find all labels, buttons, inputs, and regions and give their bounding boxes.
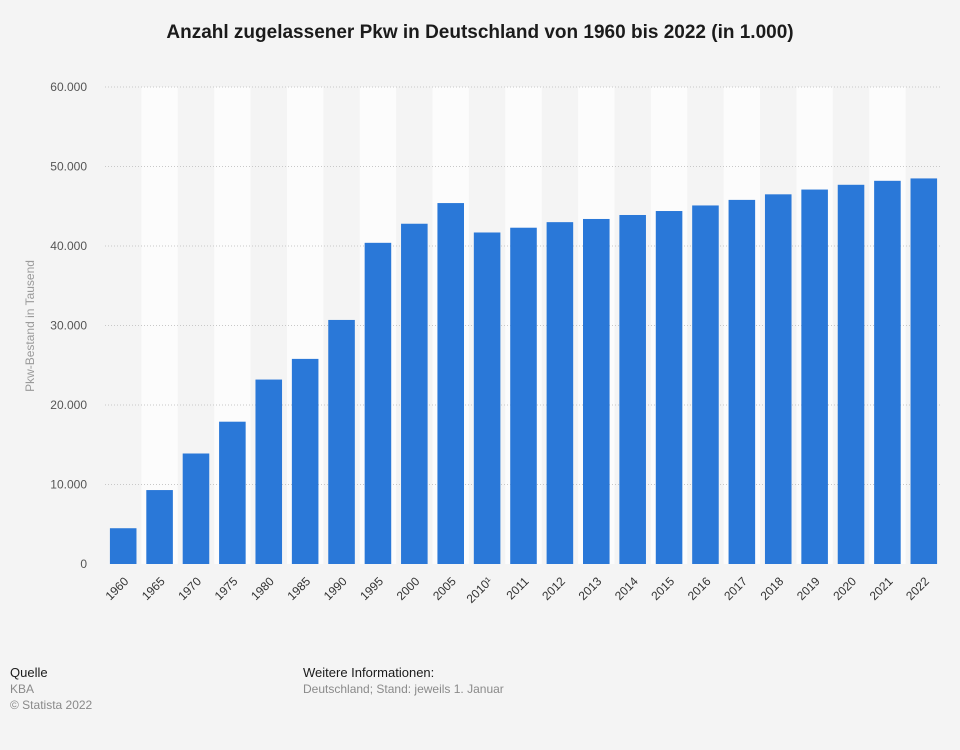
- bar: [473, 232, 501, 565]
- y-tick-label: 50.000: [50, 160, 87, 174]
- copyright-link[interactable]: © Statista 2022: [10, 698, 93, 712]
- x-tick-label: 2021: [867, 574, 896, 603]
- x-tick-label: 2010¹: [464, 574, 496, 606]
- x-tick-label: 2013: [576, 574, 605, 603]
- x-tick-label: 2012: [539, 574, 568, 603]
- x-tick-label: 1995: [357, 574, 386, 603]
- x-tick-label: 1980: [248, 574, 277, 603]
- bar: [182, 453, 210, 564]
- bars: [109, 178, 938, 565]
- y-tick-label: 60.000: [50, 80, 87, 94]
- x-tick-label: 2005: [430, 574, 459, 603]
- bar: [874, 180, 901, 564]
- bar: [801, 189, 828, 564]
- y-axis-label: Pkw-Bestand in Tausend: [23, 260, 37, 392]
- x-tick-label: 1975: [212, 574, 241, 603]
- x-tick-label: 1960: [103, 574, 132, 603]
- info-block: Weitere Informationen: Deutschland; Stan…: [303, 665, 504, 697]
- source-heading: Quelle: [10, 665, 48, 680]
- x-tick-label: 2017: [721, 574, 750, 603]
- bar: [910, 178, 938, 565]
- bar: [291, 358, 319, 564]
- x-tick-labels: 1960 1965 1970 1975 1980 1985 1990 1995 2000 2005…: [103, 574, 933, 606]
- info-value: Deutschland; Stand: jeweils 1. Januar: [303, 682, 504, 696]
- x-tick-label: 2016: [685, 574, 714, 603]
- bar: [692, 205, 719, 564]
- bar: [655, 211, 683, 564]
- x-tick-label: 2011: [503, 574, 531, 602]
- bar: [619, 214, 646, 564]
- y-tick-label: 10.000: [50, 478, 87, 492]
- x-tick-label: 2020: [830, 574, 859, 603]
- x-tick-label: 2015: [648, 574, 677, 603]
- bar: [255, 379, 283, 564]
- x-tick-label: 1990: [321, 574, 350, 603]
- bar: [582, 218, 610, 564]
- y-tick-label: 40.000: [50, 239, 87, 253]
- bar: [219, 421, 246, 564]
- bar: [728, 199, 756, 564]
- x-tick-label: 2018: [758, 574, 787, 603]
- bar: [146, 490, 173, 564]
- y-tick-label: 20.000: [50, 398, 87, 412]
- bar: [401, 223, 428, 565]
- y-tick-label: 30.000: [50, 319, 87, 333]
- y-tick-labels: 0 10.000 20.000 30.000 40.000 50.000 60.000: [50, 80, 87, 571]
- bar: [109, 528, 137, 564]
- x-tick-label: 2000: [394, 574, 423, 603]
- bar: [764, 194, 792, 564]
- source-value: KBA: [10, 682, 35, 696]
- x-tick-label: 2022: [903, 574, 932, 603]
- bar: [510, 227, 537, 564]
- info-heading: Weitere Informationen:: [303, 665, 435, 680]
- bar: [837, 184, 865, 564]
- bar-chart: 0 10.000 20.000 30.000 40.000 50.000 60.000 19…: [23, 80, 942, 606]
- x-tick-label: 1985: [284, 574, 313, 603]
- y-tick-label: 0: [80, 557, 87, 571]
- source-block: Quelle KBA © Statista 2022: [10, 665, 92, 713]
- x-tick-label: 1965: [139, 574, 168, 603]
- x-tick-label: 2019: [794, 574, 823, 603]
- bar: [364, 242, 392, 564]
- x-tick-label: 1970: [175, 574, 204, 603]
- x-tick-label: 2014: [612, 574, 641, 603]
- bar: [546, 222, 574, 564]
- bar: [328, 319, 355, 564]
- chart-title: Anzahl zugelassener Pkw in Deutschland v…: [166, 22, 794, 43]
- bar: [437, 203, 465, 564]
